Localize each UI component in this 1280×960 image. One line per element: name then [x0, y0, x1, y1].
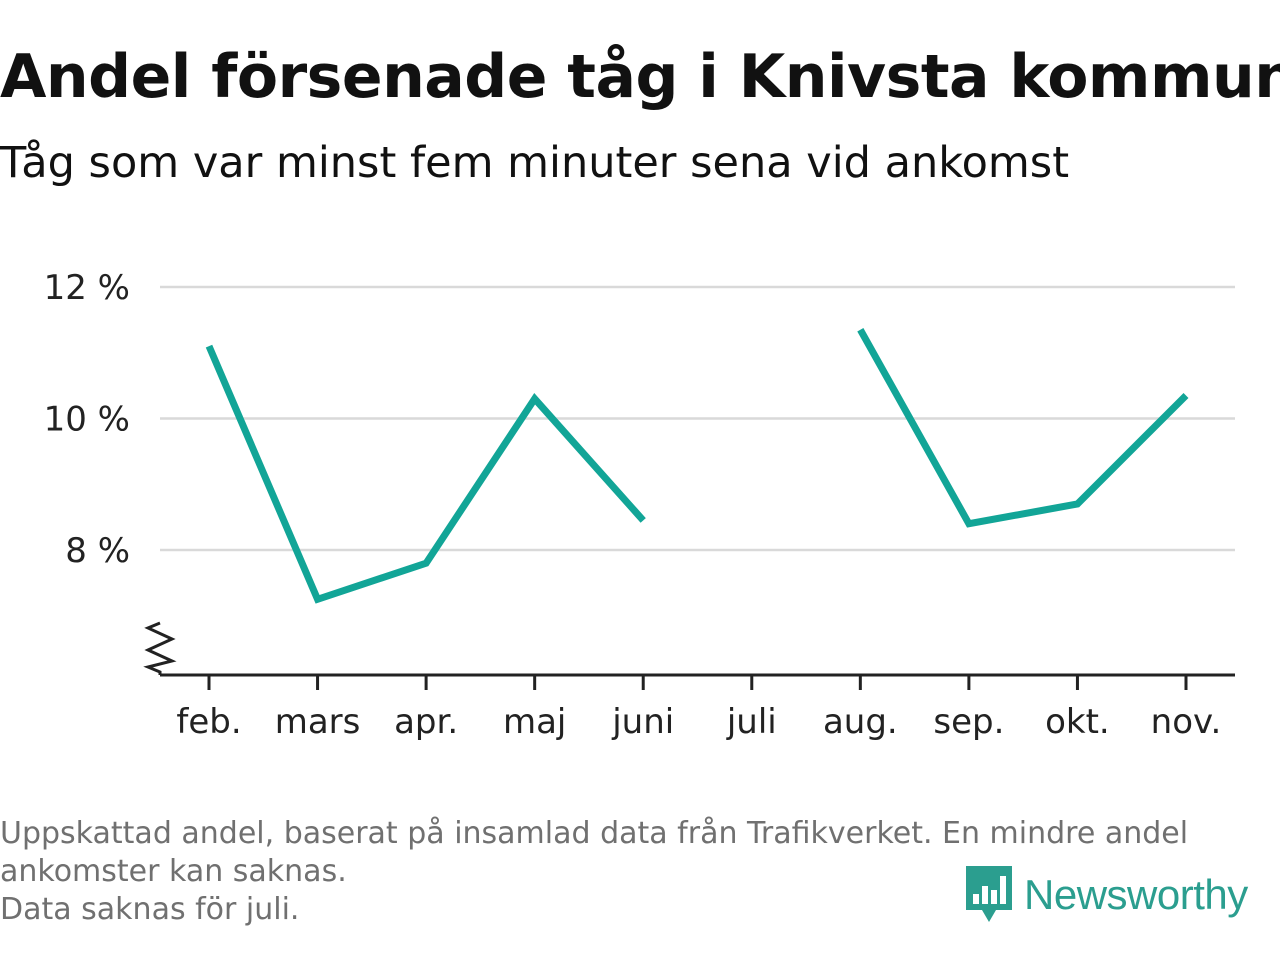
chart-subtitle: Tåg som var minst fem minuter sena vid a… — [0, 138, 1070, 188]
footnote: Uppskattad andel, baserat på insamlad da… — [0, 815, 1188, 929]
y-tick-label: 12 % — [44, 268, 130, 308]
series-line — [857, 328, 1189, 528]
x-tick-label: nov. — [1151, 702, 1222, 742]
x-tick-label: apr. — [394, 702, 458, 742]
x-tick-label: maj — [503, 702, 566, 742]
footnote-line: Uppskattad andel, baserat på insamlad da… — [0, 816, 1189, 851]
x-tick-label: okt. — [1045, 702, 1110, 742]
logo-text: Newsworthy — [1024, 871, 1248, 918]
footnote-line: Data saknas för juli. — [0, 892, 300, 927]
x-tick-label: sep. — [933, 702, 1004, 742]
x-tick-label: mars — [275, 702, 361, 742]
footnote-line: ankomster kan saknas. — [0, 854, 347, 889]
x-tick-label: feb. — [176, 702, 241, 742]
x-tick-label: juni — [611, 702, 674, 742]
axis-break-icon — [143, 621, 177, 675]
newsworthy-logo: Newsworthy — [964, 862, 1248, 928]
chart-title: Andel försenade tåg i Knivsta kommun — [0, 42, 1280, 112]
series-line — [205, 344, 646, 604]
x-tick-label: aug. — [823, 702, 898, 742]
line-chart: 8 % 10 % 12 % feb. mars apr. maj juni juli aug. se… — [44, 268, 1235, 742]
x-tick-label: juli — [726, 702, 777, 742]
y-tick-label: 10 % — [44, 400, 130, 440]
newsworthy-logo-icon — [966, 866, 1012, 922]
y-tick-label: 8 % — [65, 531, 130, 571]
